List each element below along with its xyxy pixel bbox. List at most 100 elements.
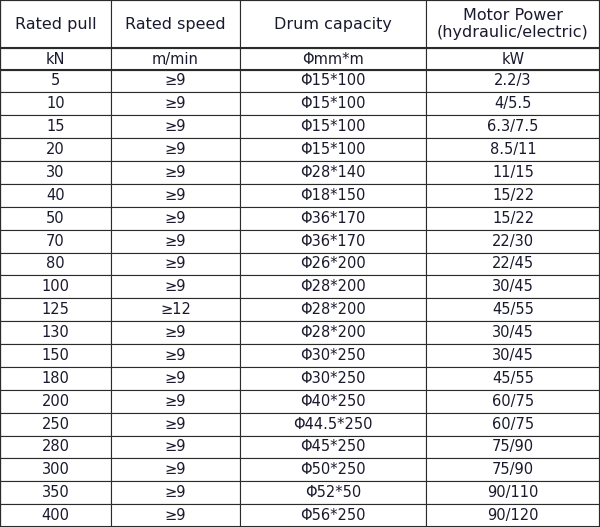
Text: ≥9: ≥9 xyxy=(165,96,186,111)
Bar xyxy=(240,0,426,48)
Text: Φ28*200: Φ28*200 xyxy=(300,302,366,317)
Bar xyxy=(0,48,111,70)
Bar xyxy=(240,115,426,138)
Bar xyxy=(111,138,240,161)
Text: 300: 300 xyxy=(41,462,70,477)
Text: 200: 200 xyxy=(41,394,70,409)
Text: Φ40*250: Φ40*250 xyxy=(300,394,366,409)
Text: 15/22: 15/22 xyxy=(492,188,534,203)
Text: Φmm*m: Φmm*m xyxy=(302,52,364,66)
Text: 4/5.5: 4/5.5 xyxy=(494,96,532,111)
Bar xyxy=(111,0,240,48)
Bar xyxy=(240,435,426,458)
Text: 250: 250 xyxy=(41,416,70,432)
Bar xyxy=(240,344,426,367)
Bar xyxy=(111,481,240,504)
Text: Φ15*100: Φ15*100 xyxy=(300,73,366,89)
Text: 90/110: 90/110 xyxy=(487,485,539,500)
Text: Φ45*250: Φ45*250 xyxy=(300,440,366,454)
Text: 15/22: 15/22 xyxy=(492,211,534,226)
Text: 180: 180 xyxy=(41,371,70,386)
Text: ≥9: ≥9 xyxy=(165,325,186,340)
Text: m/min: m/min xyxy=(152,52,199,66)
Text: 75/90: 75/90 xyxy=(492,440,534,454)
Text: 10: 10 xyxy=(46,96,65,111)
Text: 8.5/11: 8.5/11 xyxy=(490,142,536,157)
Text: ≥9: ≥9 xyxy=(165,73,186,89)
Text: Φ26*200: Φ26*200 xyxy=(300,257,366,271)
Text: ≥9: ≥9 xyxy=(165,279,186,295)
Bar xyxy=(426,458,600,481)
Text: 40: 40 xyxy=(46,188,65,203)
Text: Φ44.5*250: Φ44.5*250 xyxy=(293,416,373,432)
Bar xyxy=(426,321,600,344)
Bar xyxy=(0,230,111,252)
Bar xyxy=(111,298,240,321)
Bar xyxy=(240,504,426,527)
Text: 5: 5 xyxy=(51,73,60,89)
Bar xyxy=(240,298,426,321)
Bar xyxy=(0,115,111,138)
Text: Φ18*150: Φ18*150 xyxy=(301,188,365,203)
Text: Φ50*250: Φ50*250 xyxy=(300,462,366,477)
Bar xyxy=(426,367,600,390)
Text: ≥9: ≥9 xyxy=(165,371,186,386)
Bar xyxy=(111,115,240,138)
Bar xyxy=(240,48,426,70)
Bar xyxy=(240,413,426,435)
Bar xyxy=(111,184,240,207)
Text: 45/55: 45/55 xyxy=(492,371,534,386)
Bar xyxy=(426,435,600,458)
Text: 30/45: 30/45 xyxy=(492,279,534,295)
Text: ≥9: ≥9 xyxy=(165,165,186,180)
Bar xyxy=(426,413,600,435)
Text: 45/55: 45/55 xyxy=(492,302,534,317)
Text: 15: 15 xyxy=(46,119,65,134)
Bar xyxy=(240,184,426,207)
Bar xyxy=(426,0,600,48)
Text: ≥9: ≥9 xyxy=(165,211,186,226)
Bar xyxy=(111,276,240,298)
Text: 6.3/7.5: 6.3/7.5 xyxy=(487,119,539,134)
Text: Φ15*100: Φ15*100 xyxy=(300,96,366,111)
Bar xyxy=(426,138,600,161)
Bar xyxy=(111,504,240,527)
Bar xyxy=(240,390,426,413)
Bar xyxy=(111,321,240,344)
Bar xyxy=(426,207,600,230)
Bar xyxy=(426,92,600,115)
Bar xyxy=(111,252,240,276)
Bar xyxy=(240,458,426,481)
Bar xyxy=(240,92,426,115)
Text: Φ36*170: Φ36*170 xyxy=(301,211,365,226)
Bar xyxy=(0,435,111,458)
Text: 75/90: 75/90 xyxy=(492,462,534,477)
Text: 30/45: 30/45 xyxy=(492,348,534,363)
Bar xyxy=(0,161,111,184)
Bar xyxy=(111,367,240,390)
Bar xyxy=(111,390,240,413)
Bar xyxy=(0,321,111,344)
Bar xyxy=(426,481,600,504)
Text: ≥9: ≥9 xyxy=(165,188,186,203)
Text: Φ30*250: Φ30*250 xyxy=(300,348,366,363)
Text: Drum capacity: Drum capacity xyxy=(274,17,392,32)
Bar xyxy=(240,252,426,276)
Bar xyxy=(111,48,240,70)
Text: Φ30*250: Φ30*250 xyxy=(300,371,366,386)
Text: 20: 20 xyxy=(46,142,65,157)
Text: 22/45: 22/45 xyxy=(492,257,534,271)
Bar xyxy=(0,390,111,413)
Text: ≥9: ≥9 xyxy=(165,440,186,454)
Bar xyxy=(426,48,600,70)
Text: ≥9: ≥9 xyxy=(165,257,186,271)
Bar xyxy=(240,161,426,184)
Bar xyxy=(111,435,240,458)
Text: ≥9: ≥9 xyxy=(165,394,186,409)
Bar xyxy=(111,70,240,92)
Text: ≥9: ≥9 xyxy=(165,416,186,432)
Text: Φ28*200: Φ28*200 xyxy=(300,279,366,295)
Text: ≥9: ≥9 xyxy=(165,508,186,523)
Text: 80: 80 xyxy=(46,257,65,271)
Bar xyxy=(111,344,240,367)
